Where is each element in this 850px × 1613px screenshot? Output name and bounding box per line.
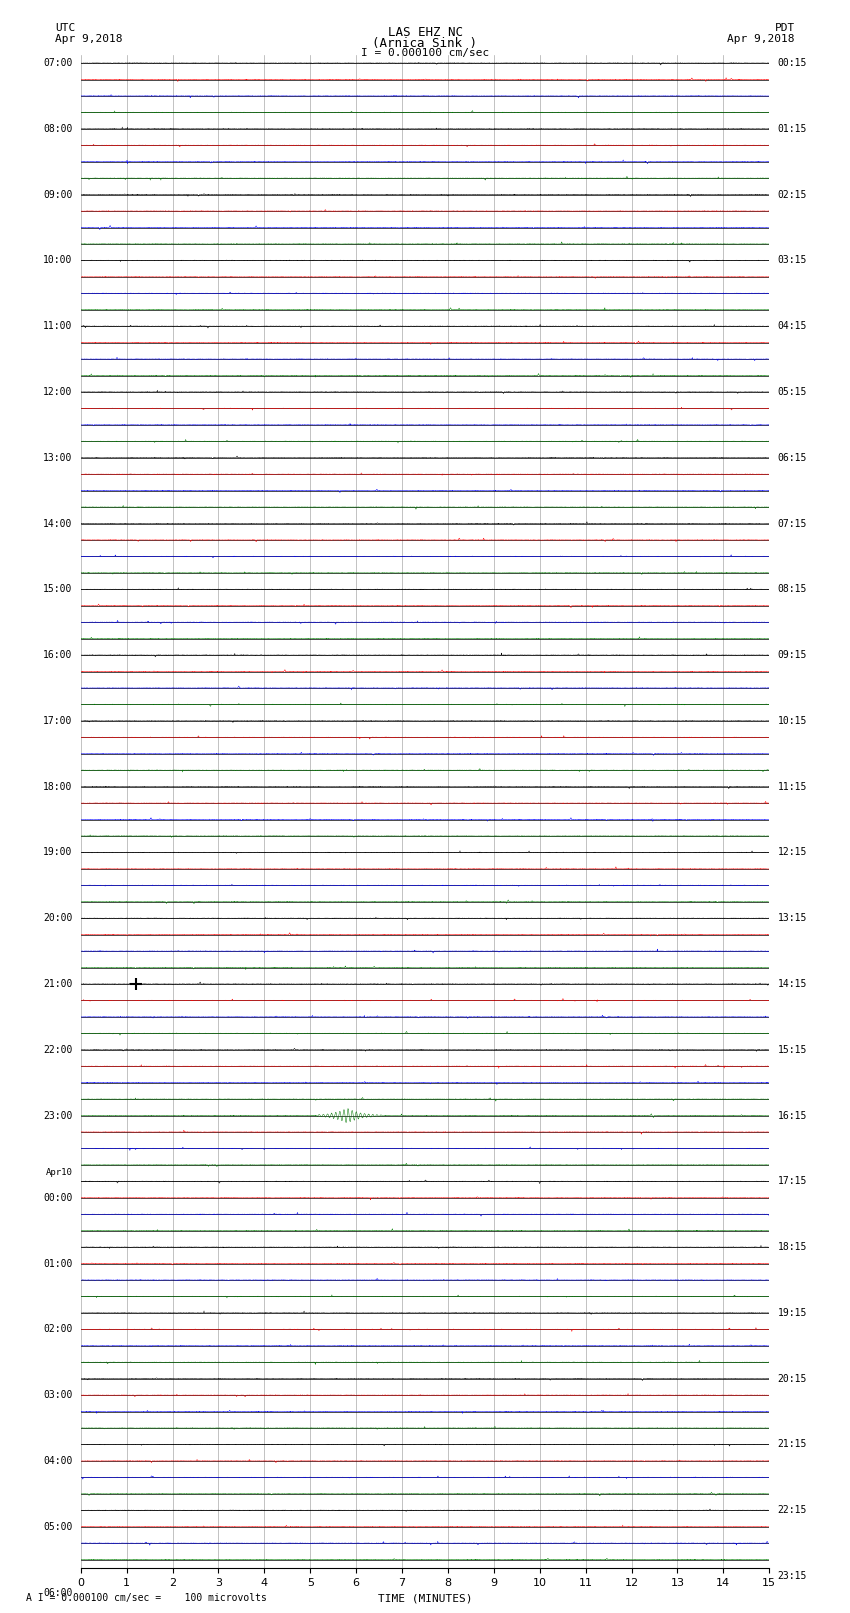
Text: 10:15: 10:15 [778, 716, 807, 726]
Text: 01:15: 01:15 [778, 124, 807, 134]
Text: 06:00: 06:00 [43, 1587, 72, 1597]
Text: 11:15: 11:15 [778, 782, 807, 792]
Text: 22:00: 22:00 [43, 1045, 72, 1055]
Text: 07:15: 07:15 [778, 518, 807, 529]
Text: 11:00: 11:00 [43, 321, 72, 331]
Text: (Arnica Sink ): (Arnica Sink ) [372, 37, 478, 50]
Text: 14:00: 14:00 [43, 518, 72, 529]
Text: 21:15: 21:15 [778, 1439, 807, 1450]
Text: 20:15: 20:15 [778, 1374, 807, 1384]
Text: 03:15: 03:15 [778, 255, 807, 266]
Text: 18:00: 18:00 [43, 782, 72, 792]
Text: 20:00: 20:00 [43, 913, 72, 923]
Text: UTC: UTC [55, 23, 76, 32]
Text: 04:00: 04:00 [43, 1457, 72, 1466]
Text: Apr10: Apr10 [46, 1168, 72, 1177]
Text: Apr 9,2018: Apr 9,2018 [55, 34, 122, 44]
Text: 09:00: 09:00 [43, 190, 72, 200]
Text: 08:15: 08:15 [778, 584, 807, 594]
Text: 10:00: 10:00 [43, 255, 72, 266]
Text: 14:15: 14:15 [778, 979, 807, 989]
Text: Apr 9,2018: Apr 9,2018 [728, 34, 795, 44]
Text: 23:00: 23:00 [43, 1111, 72, 1121]
Text: 01:00: 01:00 [43, 1258, 72, 1268]
Text: 03:00: 03:00 [43, 1390, 72, 1400]
Text: 12:00: 12:00 [43, 387, 72, 397]
Text: 00:15: 00:15 [778, 58, 807, 68]
Text: 13:15: 13:15 [778, 913, 807, 923]
Text: 00:00: 00:00 [43, 1192, 72, 1203]
Text: 23:15: 23:15 [778, 1571, 807, 1581]
Text: 15:15: 15:15 [778, 1045, 807, 1055]
Text: 16:00: 16:00 [43, 650, 72, 660]
Text: 09:15: 09:15 [778, 650, 807, 660]
Text: 04:15: 04:15 [778, 321, 807, 331]
Text: A I = 0.000100 cm/sec =    100 microvolts: A I = 0.000100 cm/sec = 100 microvolts [26, 1594, 266, 1603]
Text: 18:15: 18:15 [778, 1242, 807, 1252]
Text: 12:15: 12:15 [778, 847, 807, 858]
Text: 07:00: 07:00 [43, 58, 72, 68]
Text: 05:15: 05:15 [778, 387, 807, 397]
Text: 08:00: 08:00 [43, 124, 72, 134]
Text: 02:00: 02:00 [43, 1324, 72, 1334]
Text: 17:15: 17:15 [778, 1176, 807, 1187]
Text: 13:00: 13:00 [43, 453, 72, 463]
Text: 21:00: 21:00 [43, 979, 72, 989]
Text: LAS EHZ NC: LAS EHZ NC [388, 26, 462, 39]
Text: 16:15: 16:15 [778, 1111, 807, 1121]
X-axis label: TIME (MINUTES): TIME (MINUTES) [377, 1594, 473, 1603]
Text: 02:15: 02:15 [778, 190, 807, 200]
Text: 06:15: 06:15 [778, 453, 807, 463]
Text: 17:00: 17:00 [43, 716, 72, 726]
Text: 15:00: 15:00 [43, 584, 72, 594]
Text: I = 0.000100 cm/sec: I = 0.000100 cm/sec [361, 48, 489, 58]
Text: 22:15: 22:15 [778, 1505, 807, 1515]
Text: 05:00: 05:00 [43, 1521, 72, 1532]
Text: 19:15: 19:15 [778, 1308, 807, 1318]
Text: 19:00: 19:00 [43, 847, 72, 858]
Text: PDT: PDT [774, 23, 795, 32]
